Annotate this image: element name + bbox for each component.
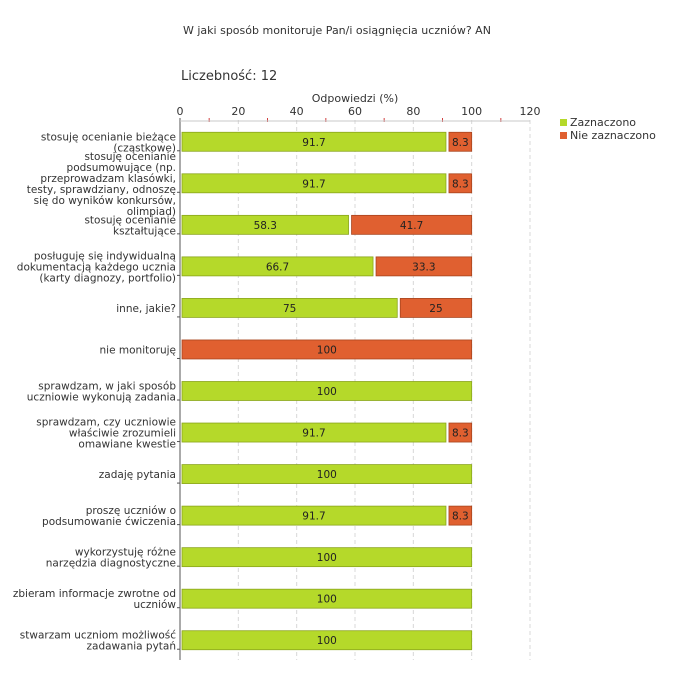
category-label: stwarzam uczniom możliwość zadawania pyta…: [20, 630, 176, 653]
data-label: 100: [317, 552, 337, 564]
category-label: sprawdzam, w jaki sposób uczniowie wykonu…: [27, 381, 177, 404]
legend-label: Nie zaznaczono: [570, 129, 656, 142]
bar-zaznaczono: [181, 131, 447, 152]
bar-zaznaczono: [181, 588, 473, 609]
x-tick-label: 0: [177, 105, 184, 118]
category-label: stosuję ocenianie podsumowujące (np. przep…: [27, 151, 176, 218]
bar-nie-zaznaczono: [181, 339, 473, 360]
bar-zaznaczono: [181, 256, 374, 277]
bar-nie-zaznaczono: [448, 131, 473, 152]
x-tick-label: 60: [348, 105, 362, 118]
category-label: zbieram informacje zwrotne od uczniów: [13, 588, 177, 611]
data-label: 66.7: [266, 261, 289, 273]
bar-nie-zaznaczono: [399, 298, 473, 318]
category-label: sprawdzam, czy uczniowie właściwie zrozum…: [36, 417, 176, 451]
data-label: 8.3: [452, 428, 469, 440]
category-label: proszę uczniów o podsumowanie ćwiczenia: [42, 505, 176, 528]
data-label: 100: [317, 386, 337, 398]
data-label: 58.3: [254, 220, 277, 232]
data-label: 100: [317, 594, 337, 606]
category-label: wykorzystuję różne narzędzia diagnostyczn…: [46, 547, 176, 570]
bar-nie-zaznaczono: [448, 505, 473, 526]
x-tick-label: 120: [520, 105, 541, 118]
bar-nie-zaznaczono: [375, 256, 473, 277]
data-label: 91.7: [302, 178, 325, 190]
bar-zaznaczono: [181, 547, 473, 568]
legend-swatch: [560, 132, 567, 139]
data-label: 91.7: [302, 511, 325, 523]
bar-zaznaczono: [181, 505, 447, 526]
bar-zaznaczono: [181, 298, 398, 318]
x-tick-label: 40: [290, 105, 304, 118]
data-label: 25: [429, 303, 442, 315]
bar-zaznaczono: [181, 630, 473, 651]
data-label: 8.3: [452, 178, 469, 190]
x-tick-label: 100: [461, 105, 482, 118]
legend-label: Zaznaczono: [570, 116, 636, 129]
legend-swatch: [560, 119, 567, 126]
data-label: 100: [317, 469, 337, 481]
bar-zaznaczono: [181, 381, 473, 401]
data-label: 8.3: [452, 511, 469, 523]
bar-nie-zaznaczono: [448, 422, 473, 443]
bar-zaznaczono: [181, 464, 473, 484]
category-label: zadaję pytania: [99, 469, 176, 481]
x-tick-label: 80: [406, 105, 420, 118]
bar-nie-zaznaczono: [351, 214, 473, 235]
category-label: inne, jakie?: [116, 303, 176, 315]
data-label: 33.3: [412, 261, 435, 273]
category-label: stosuję ocenianie kształtujące: [84, 214, 176, 237]
data-label: 75: [283, 303, 296, 315]
bar-zaznaczono: [181, 173, 447, 194]
bar-zaznaczono: [181, 422, 447, 443]
data-label: 41.7: [400, 220, 423, 232]
x-tick-label: 20: [231, 105, 245, 118]
x-axis-label: Odpowiedzi (%): [312, 92, 399, 105]
bar-nie-zaznaczono: [448, 173, 473, 194]
bar-zaznaczono: [181, 214, 349, 235]
data-label: 91.7: [302, 428, 325, 440]
chart-title: W jaki sposób monitoruje Pan/i osiągnięc…: [183, 24, 491, 37]
data-label: 8.3: [452, 137, 469, 149]
category-label: posługuję się indywidualną dokumentacją k…: [17, 250, 176, 284]
data-label: 100: [317, 344, 337, 356]
category-label: nie monitoruję: [100, 344, 176, 356]
category-label: stosuję ocenianie bieżące (cząstkowe): [41, 131, 176, 154]
data-label: 100: [317, 635, 337, 647]
data-label: 91.7: [302, 137, 325, 149]
chart-subtitle: Liczebność: 12: [181, 69, 277, 84]
